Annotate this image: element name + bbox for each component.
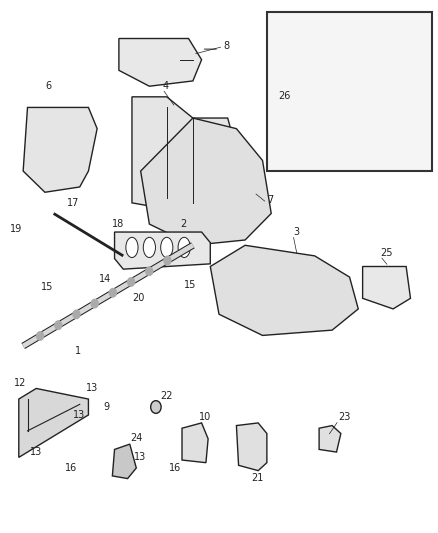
Circle shape [164,256,171,265]
Text: 8: 8 [223,42,230,52]
Text: 15: 15 [184,280,197,290]
Text: 23: 23 [339,412,351,422]
Text: 26: 26 [278,92,290,101]
Circle shape [73,310,80,319]
Text: 25: 25 [380,248,392,258]
Polygon shape [271,33,358,160]
Ellipse shape [178,237,190,257]
Ellipse shape [161,237,173,257]
Polygon shape [182,423,208,463]
Circle shape [127,278,134,286]
Polygon shape [115,232,210,269]
Text: 13: 13 [73,410,85,419]
Circle shape [37,332,44,340]
Text: 12: 12 [14,378,27,388]
Text: 24: 24 [130,433,142,443]
Text: 17: 17 [67,198,79,207]
Circle shape [151,401,161,414]
Text: 18: 18 [113,219,125,229]
Text: 13: 13 [134,452,146,462]
Text: 16: 16 [64,463,77,473]
Polygon shape [23,108,97,192]
Text: 16: 16 [169,463,181,473]
Text: 15: 15 [41,282,53,293]
Text: 7: 7 [267,195,273,205]
Polygon shape [119,38,201,86]
Polygon shape [319,425,341,452]
Polygon shape [113,444,136,479]
Text: 13: 13 [86,383,99,393]
Text: 21: 21 [252,473,264,483]
Text: 14: 14 [99,274,112,285]
Polygon shape [376,38,419,108]
Text: 6: 6 [45,81,51,91]
Text: 19: 19 [10,224,22,234]
Polygon shape [141,118,271,245]
Polygon shape [237,423,267,471]
Polygon shape [132,97,237,214]
Polygon shape [19,389,88,457]
Text: 20: 20 [132,293,145,303]
Circle shape [91,300,98,308]
Circle shape [55,321,62,329]
Circle shape [146,267,153,276]
Ellipse shape [143,237,155,257]
Text: 4: 4 [162,81,169,91]
Bar [267,12,432,171]
Text: 22: 22 [160,391,173,401]
Polygon shape [210,245,358,335]
Text: 13: 13 [30,447,42,457]
Polygon shape [363,266,410,309]
Text: 3: 3 [293,227,299,237]
Circle shape [110,288,117,297]
Text: 1: 1 [75,346,81,356]
Ellipse shape [126,237,138,257]
Text: 9: 9 [104,402,110,411]
Text: 10: 10 [199,412,212,422]
Text: 2: 2 [180,219,186,229]
